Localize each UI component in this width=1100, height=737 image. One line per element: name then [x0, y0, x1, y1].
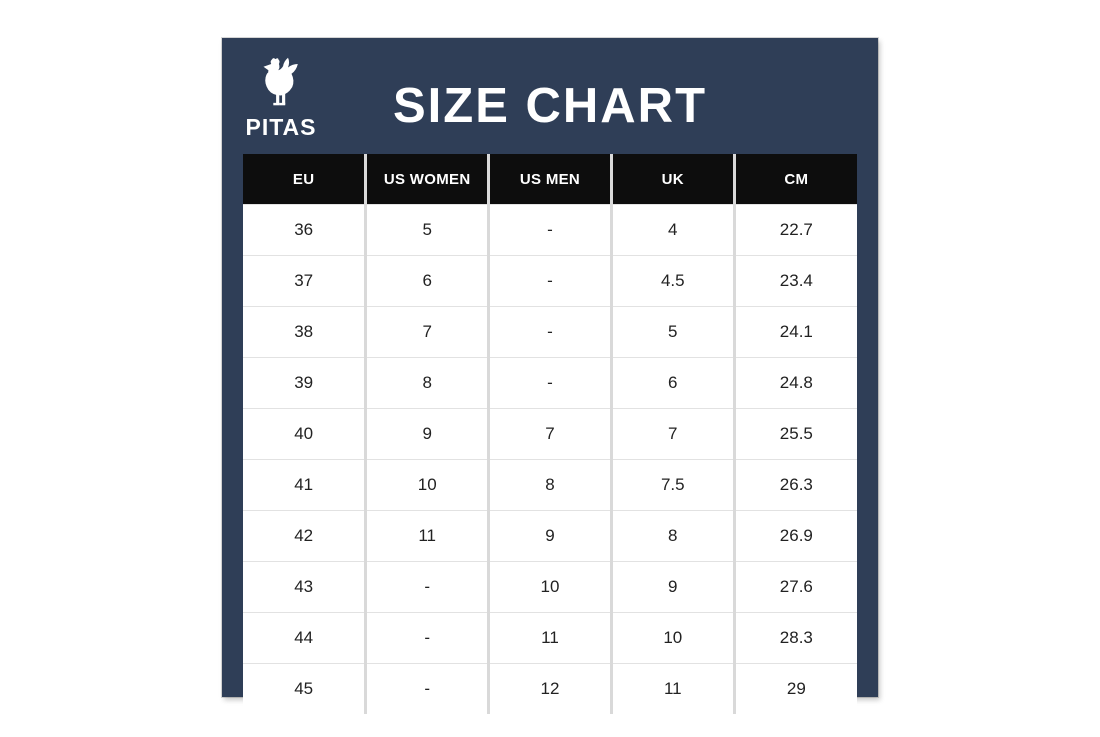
- table-cell: 28.3: [732, 612, 857, 664]
- table-row: 41 10 8 7.5 26.3: [243, 459, 857, 511]
- table-cell: 44: [243, 612, 366, 664]
- table-cell: 10: [364, 459, 489, 511]
- table-cell: 26.3: [732, 459, 857, 511]
- rooster-icon: [263, 57, 298, 106]
- table-row: 40 9 7 7 25.5: [243, 408, 857, 460]
- column-header: US WOMEN: [364, 154, 489, 205]
- table-cell: 27.6: [732, 561, 857, 613]
- page-title: SIZE CHART: [393, 79, 707, 133]
- table-cell: -: [487, 357, 612, 409]
- column-header: EU: [243, 154, 366, 205]
- table-cell: 11: [487, 612, 612, 664]
- table-cell: 10: [487, 561, 612, 613]
- table-row: 39 8-6 24.8: [243, 357, 857, 409]
- table-cell: 9: [487, 510, 612, 562]
- size-chart-panel: PITAS SIZE CHART EU US WOMEN US MEN UK CM 36…: [222, 38, 878, 714]
- table-cell: 5: [364, 204, 489, 256]
- table-header-row: EU US WOMEN US MEN UK CM: [243, 154, 857, 205]
- table-cell: 45: [243, 663, 366, 714]
- table-cell: 9: [609, 561, 735, 613]
- table-cell: 8: [487, 459, 612, 511]
- table-cell: 39: [243, 357, 366, 409]
- table-cell: 26.9: [732, 510, 857, 562]
- table-cell: 23.4: [732, 255, 857, 307]
- table-cell: 36: [243, 204, 366, 256]
- table-row: 43-10 9 27.6: [243, 561, 857, 613]
- table-row: 37 6-4.5 23.4: [243, 255, 857, 307]
- table-cell: 42: [243, 510, 366, 562]
- brand-name: PITAS: [245, 114, 317, 140]
- table-row: 44-11 10 28.3: [243, 612, 857, 664]
- table-row: 38 7-5 24.1: [243, 306, 857, 358]
- table-cell: 9: [364, 408, 489, 460]
- table-cell: 8: [364, 357, 489, 409]
- table-row: 36 5-4 22.7: [243, 204, 857, 256]
- brand-logo: PITAS: [238, 57, 324, 139]
- table-cell: 24.8: [732, 357, 857, 409]
- table-cell: 11: [364, 510, 489, 562]
- table-cell: -: [364, 663, 489, 714]
- table-cell: 11: [609, 663, 735, 714]
- table-cell: 7.5: [609, 459, 735, 511]
- table-cell: 8: [609, 510, 735, 562]
- table-cell: -: [487, 306, 612, 358]
- table-cell: 7: [364, 306, 489, 358]
- table-body: 36 5-4 22.7 37 6-4.5 23.4 38 7-5 24.1 39 8-6 24.8 40…: [243, 204, 857, 714]
- table-cell: 10: [609, 612, 735, 664]
- table-row: 42 11 9 8 26.9: [243, 510, 857, 562]
- size-chart-table: EU US WOMEN US MEN UK CM 36 5-4 22.7 37 6-4.5 23.…: [243, 154, 857, 714]
- table-cell: 6: [364, 255, 489, 307]
- table-cell: 40: [243, 408, 366, 460]
- table-cell: 4.5: [609, 255, 735, 307]
- table-cell: 7: [487, 408, 612, 460]
- table-cell: 37: [243, 255, 366, 307]
- table-row: 45-12 11 29: [243, 663, 857, 714]
- table-cell: 24.1: [732, 306, 857, 358]
- table-cell: -: [364, 612, 489, 664]
- table-cell: 4: [609, 204, 735, 256]
- column-header: US MEN: [487, 154, 612, 205]
- column-header: CM: [732, 154, 857, 205]
- table-cell: 22.7: [732, 204, 857, 256]
- table-cell: 43: [243, 561, 366, 613]
- table-cell: 6: [609, 357, 735, 409]
- table-cell: 38: [243, 306, 366, 358]
- table-cell: 12: [487, 663, 612, 714]
- table-cell: -: [364, 561, 489, 613]
- table-cell: 25.5: [732, 408, 857, 460]
- table-cell: 5: [609, 306, 735, 358]
- table-cell: 7: [609, 408, 735, 460]
- table-cell: 29: [732, 663, 857, 714]
- table-header: EU US WOMEN US MEN UK CM: [243, 154, 857, 205]
- column-header: UK: [609, 154, 735, 205]
- table-cell: 41: [243, 459, 366, 511]
- table-cell: -: [487, 204, 612, 256]
- table-cell: -: [487, 255, 612, 307]
